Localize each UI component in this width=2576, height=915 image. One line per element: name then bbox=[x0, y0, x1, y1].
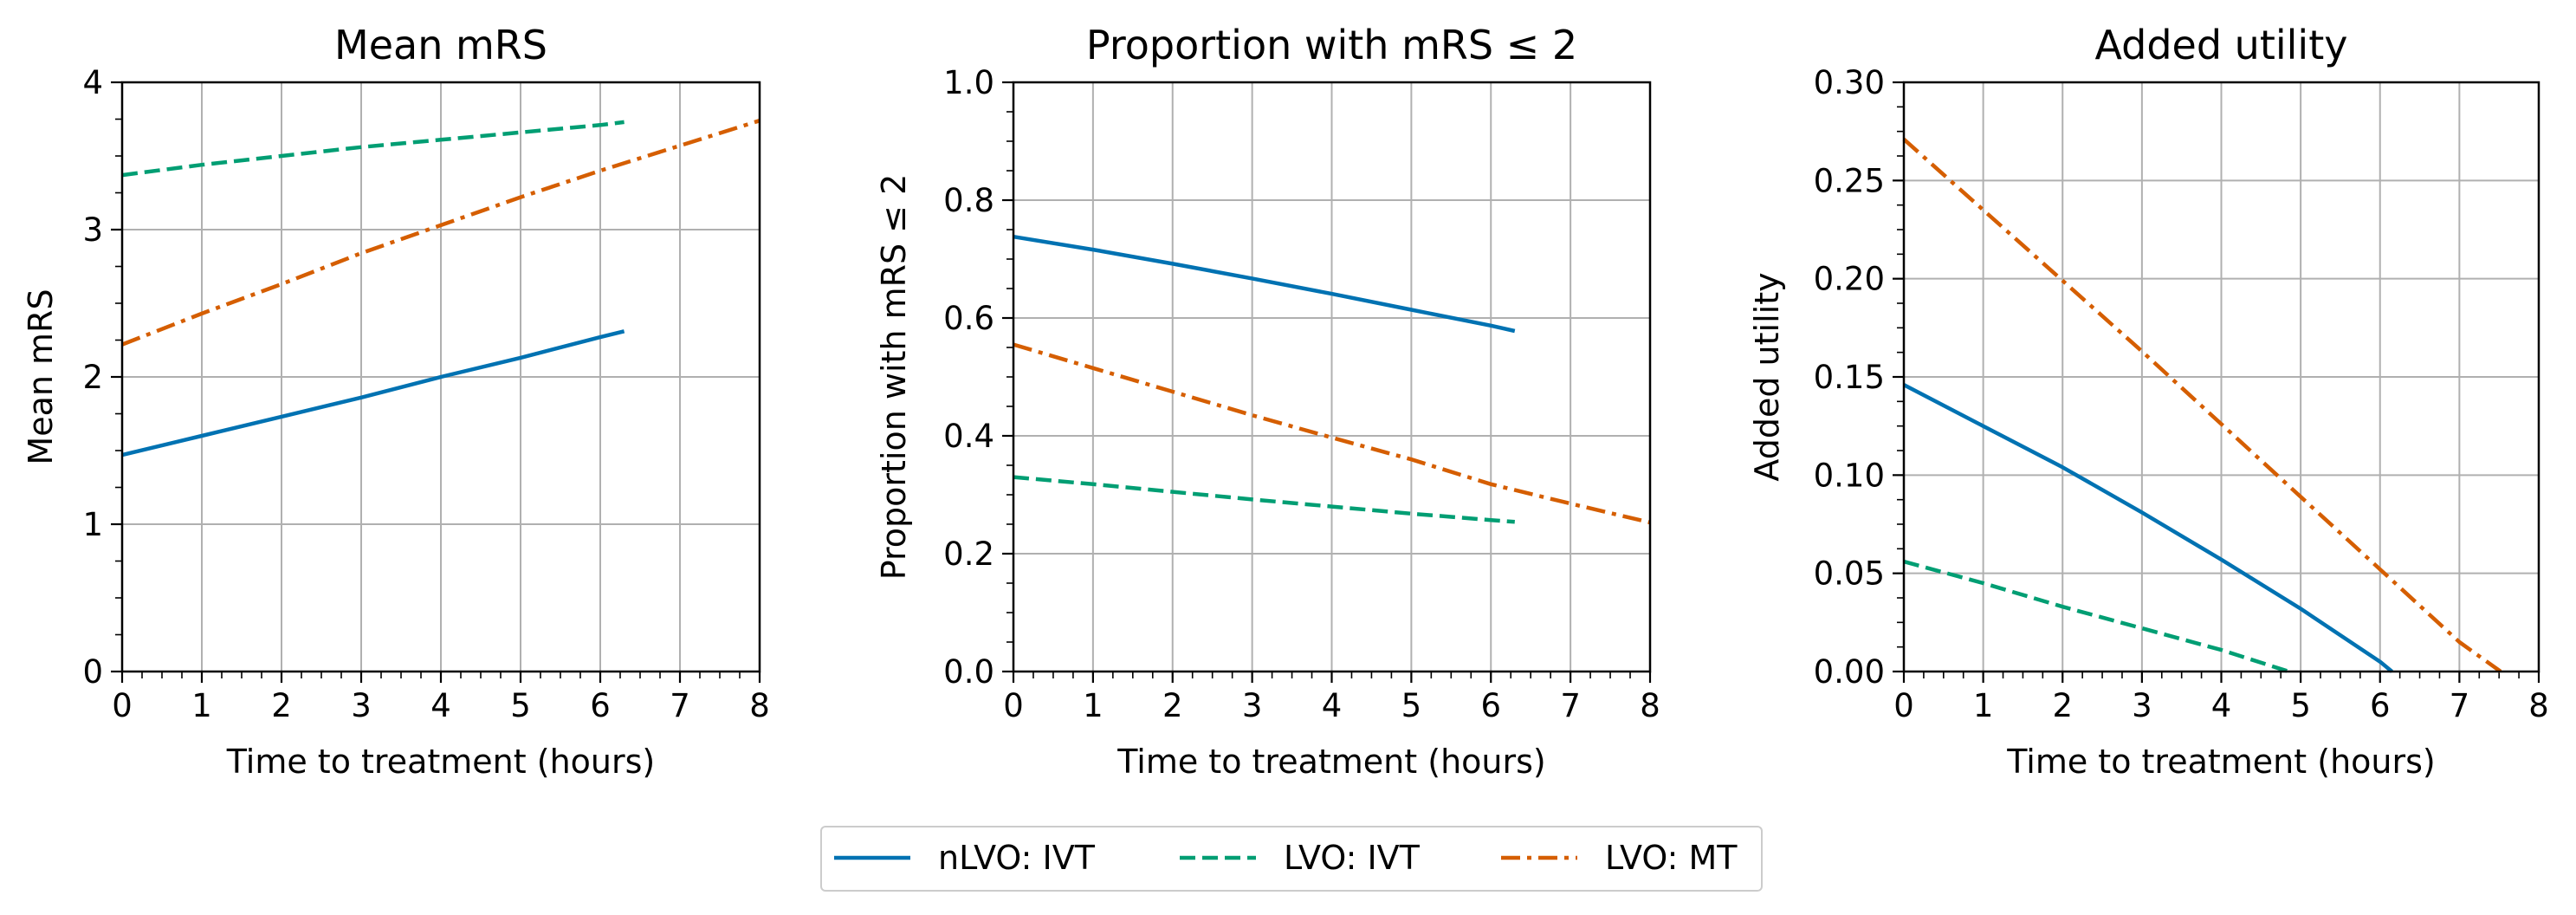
series-line-lvo-mt bbox=[121, 119, 761, 347]
chart-panel-2: 0 1 2 3 4 5 6 7 8 0.0 0.2 0.4 0.6 0.8 1.0 Proportion wi… bbox=[875, 22, 1660, 781]
y-axis-label: Proportion with mRS ≤ 2 bbox=[875, 174, 913, 581]
y-tick-label: 0.2 bbox=[943, 535, 994, 573]
chart-panel-3: 0 1 2 3 4 5 6 7 8 0.00 0.05 0.10 0.15 0.20 0.25 0.30 Add… bbox=[1748, 22, 2549, 781]
y-tick-label: 0.20 bbox=[1814, 261, 1885, 298]
x-tick-label: 1 bbox=[1973, 687, 1994, 724]
x-tick-label: 6 bbox=[1480, 687, 1501, 724]
y-tick-label: 0.0 bbox=[943, 653, 994, 691]
x-axis-label: Time to treatment (hours) bbox=[2006, 743, 2436, 781]
legend-label: LVO: MT bbox=[1605, 839, 1738, 877]
x-tick-label: 4 bbox=[430, 687, 451, 724]
legend-label: LVO: IVT bbox=[1284, 839, 1421, 877]
x-tick-label: 4 bbox=[2211, 687, 2232, 724]
chart-title: Mean mRS bbox=[334, 22, 547, 68]
y-tick-label: 2 bbox=[82, 359, 103, 396]
series-line-lvo-mt bbox=[1902, 138, 2502, 673]
x-tick-label: 0 bbox=[1893, 687, 1914, 724]
y-tick-label: 0.30 bbox=[1814, 64, 1885, 101]
y-tick-label: 0.05 bbox=[1814, 555, 1885, 593]
x-tick-label: 1 bbox=[1083, 687, 1104, 724]
x-tick-label: 5 bbox=[1401, 687, 1422, 724]
series-line-lvo-ivt bbox=[1013, 475, 1515, 524]
y-tick-label: 0.15 bbox=[1814, 359, 1885, 396]
x-tick-label: 6 bbox=[2370, 687, 2391, 724]
series-line-lvo-ivt bbox=[121, 120, 625, 178]
y-tick-label: 0.4 bbox=[943, 418, 994, 455]
x-tick-label: 4 bbox=[1322, 687, 1343, 724]
x-axis-label: Time to treatment (hours) bbox=[226, 743, 656, 781]
x-tick-label: 7 bbox=[670, 687, 690, 724]
y-tick-label: 0.25 bbox=[1814, 162, 1885, 199]
y-tick-label: 0.10 bbox=[1814, 457, 1885, 494]
series-line-lvo-ivt bbox=[1903, 559, 2290, 674]
chart-panel-1: 0 1 2 3 4 5 6 7 8 0 1 2 3 4 Mean mRS Time to treatment … bbox=[22, 22, 770, 781]
x-tick-label: 2 bbox=[271, 687, 292, 724]
legend: nLVO: IVT LVO: IVT LVO: MT bbox=[820, 826, 1763, 892]
x-tick-label: 8 bbox=[2528, 687, 2549, 724]
x-tick-label: 5 bbox=[2290, 687, 2311, 724]
series-line-nlvo-ivt bbox=[1013, 234, 1516, 334]
x-tick-label: 3 bbox=[1242, 687, 1263, 724]
y-tick-label: 1 bbox=[82, 506, 103, 543]
x-tick-label: 7 bbox=[2450, 687, 2470, 724]
x-tick-label: 2 bbox=[2052, 687, 2073, 724]
chart-title: Added utility bbox=[2095, 22, 2348, 68]
y-tick-label: 0.00 bbox=[1814, 653, 1885, 691]
y-axis-label: Mean mRS bbox=[22, 289, 60, 464]
y-axis-label: Added utility bbox=[1748, 272, 1786, 481]
x-tick-label: 5 bbox=[510, 687, 531, 724]
y-tick-label: 0.8 bbox=[943, 182, 994, 219]
y-tick-label: 0 bbox=[82, 653, 103, 691]
y-tick-label: 1.0 bbox=[943, 64, 994, 101]
x-tick-label: 2 bbox=[1162, 687, 1183, 724]
x-tick-label: 6 bbox=[590, 687, 611, 724]
y-tick-label: 3 bbox=[82, 211, 103, 249]
x-tick-label: 0 bbox=[1003, 687, 1024, 724]
x-tick-label: 3 bbox=[2132, 687, 2152, 724]
x-tick-label: 3 bbox=[351, 687, 372, 724]
x-tick-label: 8 bbox=[1640, 687, 1660, 724]
x-tick-label: 8 bbox=[749, 687, 770, 724]
x-axis-label: Time to treatment (hours) bbox=[1116, 743, 1546, 781]
x-tick-label: 7 bbox=[1560, 687, 1581, 724]
y-tick-label: 4 bbox=[82, 64, 103, 101]
x-tick-label: 1 bbox=[191, 687, 212, 724]
legend-frame bbox=[820, 826, 1763, 892]
legend-label: nLVO: IVT bbox=[938, 839, 1096, 877]
series-line-nlvo-ivt bbox=[121, 329, 625, 458]
series-line-nlvo-ivt bbox=[1902, 383, 2393, 673]
x-tick-label: 0 bbox=[112, 687, 133, 724]
y-tick-label: 0.6 bbox=[943, 300, 994, 337]
chart-title: Proportion with mRS ≤ 2 bbox=[1086, 22, 1577, 68]
